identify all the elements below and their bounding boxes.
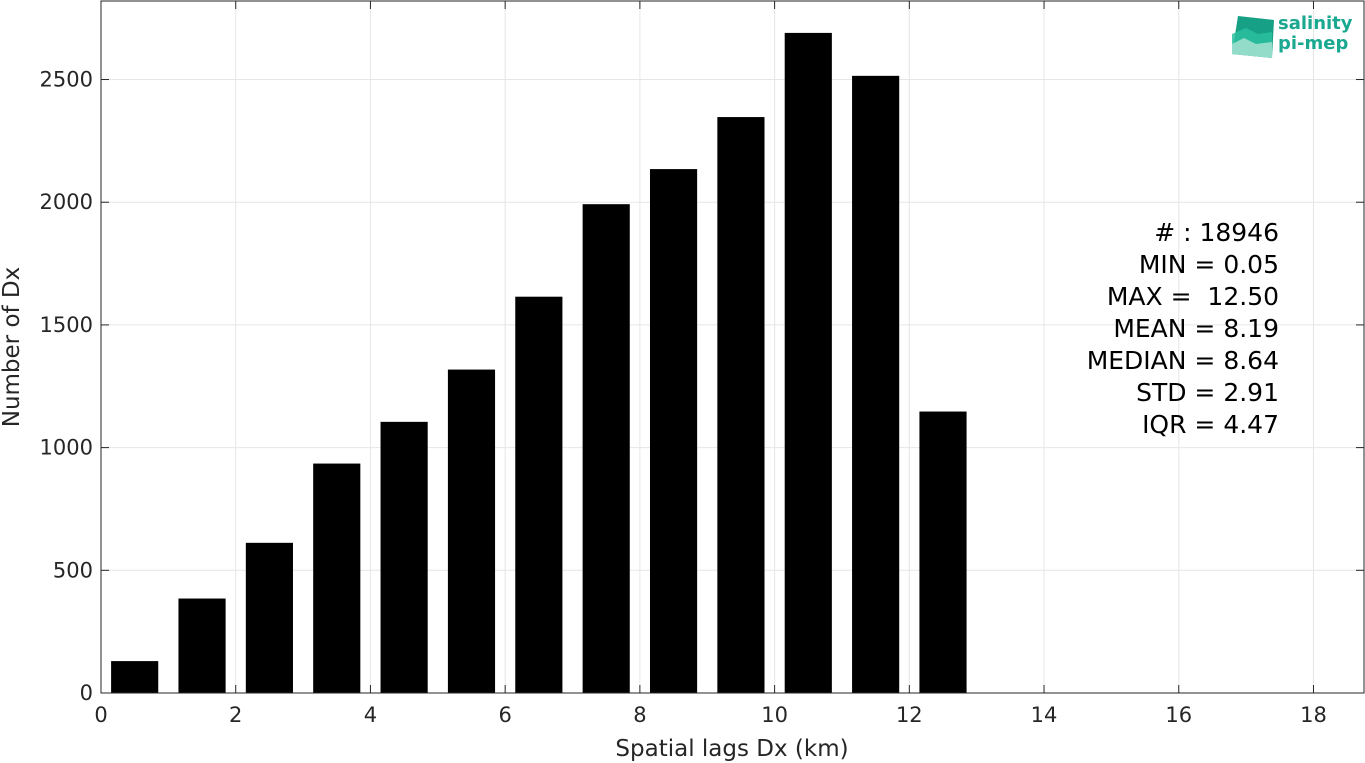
stat-median: MEDIAN = 8.64 [1086,346,1279,375]
stat-std: STD = 2.91 [1136,378,1279,407]
bar [515,296,563,693]
salinity-pi-mep-logo: salinity pi-mep [1228,14,1358,62]
bar [447,369,496,693]
stat-mean: MEAN = 8.19 [1113,314,1279,343]
x-tick-label: 12 [896,703,923,727]
statistics-box: # : 18946 MIN = 0.05 MAX = 12.50 MEAN = … [1087,217,1279,441]
bar [582,204,630,693]
y-axis-title: Number of Dx [0,267,25,428]
axes: 0 2 4 6 8 10 12 14 16 18 0 500 1000 1500 2000 2500 [40,0,1365,727]
stat-iqr: IQR = 4.47 [1142,410,1279,439]
axes-box [100,0,1365,694]
bar [313,463,361,693]
wave-logo-icon [1232,16,1274,58]
y-tick-label: 2500 [40,68,93,92]
bar [178,598,226,693]
bars [111,32,967,694]
x-tick-label: 14 [1031,703,1058,727]
bar [245,542,293,693]
bar [852,75,900,693]
x-tick-label: 2 [229,703,242,727]
x-tick-label: 8 [633,703,646,727]
bar [919,411,967,693]
bar [380,421,428,693]
y-tick-label: 2000 [40,190,93,214]
logo-text: salinity pi-mep [1278,14,1353,54]
x-tick-label: 16 [1165,703,1192,727]
x-tick-label: 18 [1300,703,1327,727]
x-tick-label: 4 [364,703,377,727]
stat-count: # : 18946 [1154,218,1279,247]
logo-line-1: salinity [1278,13,1353,34]
bar [111,661,159,693]
logo-line-2: pi-mep [1278,33,1349,54]
y-tick-label: 1500 [40,313,93,337]
y-tick-label: 0 [80,681,93,705]
y-tick-label: 500 [53,558,93,582]
bar [649,169,698,694]
y-tick-label: 1000 [40,436,93,460]
bar [784,32,832,694]
x-tick-label: 0 [94,703,107,727]
stat-max: MAX = 12.50 [1106,282,1279,311]
bar [717,117,765,693]
x-tick-label: 10 [761,703,788,727]
stat-min: MIN = 0.05 [1138,250,1279,279]
x-axis-title: Spatial lags Dx (km) [615,736,848,762]
x-tick-label: 6 [498,703,511,727]
